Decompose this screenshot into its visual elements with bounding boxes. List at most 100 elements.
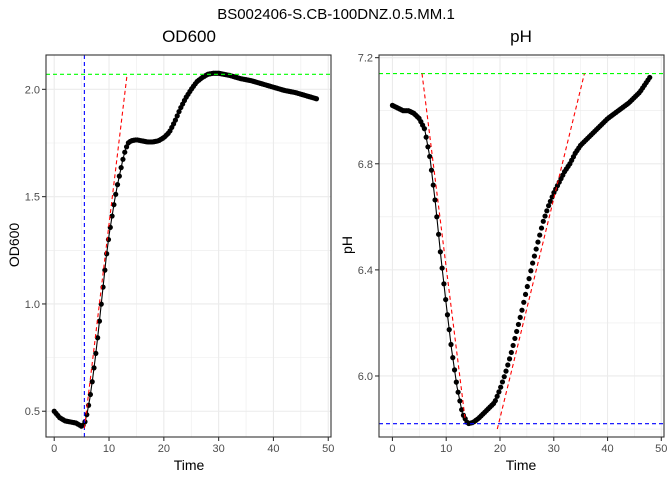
od600-data-point [174, 113, 180, 119]
od600-x-tick-label: 10 [103, 443, 115, 455]
ph-data-point [519, 307, 525, 313]
figure-title: BS002406-S.CB-100DNZ.0.5.MM.1 [217, 6, 455, 23]
ph-data-point [505, 362, 511, 368]
ph-y-axis-title: pH [339, 236, 355, 254]
od600-data-point [91, 365, 97, 371]
od600-panel: 0 10 20 30 40 50 0.5 1.0 1.5 2.0 OD600 Time OD600 [6, 27, 334, 473]
ph-panel: 0 10 20 30 40 50 6.0 6.4 6.8 7.2 pH Time pH [339, 27, 667, 473]
ph-data-point [533, 246, 539, 252]
ph-data-point [455, 389, 461, 395]
ph-data-point [537, 232, 543, 238]
ph-data-point [434, 214, 440, 220]
ph-x-tick-label: 20 [494, 443, 506, 455]
ph-data-point [453, 379, 459, 385]
ph-data-point [437, 249, 443, 255]
ph-data-point [435, 231, 442, 237]
ph-panel-border [378, 54, 665, 438]
ph-data-point [515, 321, 522, 328]
ph-data-point [508, 349, 514, 356]
ph-data-point [494, 393, 500, 399]
ph-data-point [428, 167, 435, 173]
od600-data-point [114, 182, 121, 188]
od600-data-point [118, 165, 124, 171]
ph-data-point [544, 208, 550, 214]
ph-data-point [451, 367, 458, 373]
od600-panel-background [46, 55, 331, 437]
ph-axes: 0 10 20 30 40 50 6.0 6.4 6.8 7.2 [358, 53, 668, 455]
ph-y-tick-label: 6.0 [358, 371, 373, 383]
ph-data-point [432, 197, 438, 203]
ph-data-layer [379, 73, 664, 430]
ph-data-point [439, 265, 445, 271]
od600-data-point [122, 149, 128, 155]
ph-data-point [446, 327, 452, 333]
ph-data-point [444, 312, 451, 318]
od600-data-point [120, 156, 126, 162]
ph-data-point [503, 368, 509, 374]
ph-data-point [535, 239, 541, 245]
ph-y-tick-label: 7.2 [358, 53, 373, 65]
ph-data-point [549, 194, 555, 200]
od600-data-point [113, 191, 119, 197]
od600-data-layer [46, 55, 331, 437]
od600-data-point [84, 412, 90, 418]
ph-x-tick-label: 30 [548, 443, 560, 455]
od600-y-tick-label: 0.5 [25, 406, 40, 418]
ph-data-point [425, 144, 431, 150]
ph-data-point [530, 260, 536, 266]
od600-data-point [176, 109, 182, 115]
ph-x-axis-title: Time [506, 457, 537, 473]
od600-data-point [89, 379, 95, 385]
od600-y-tick-label: 1.0 [25, 299, 40, 311]
od600-data-point [93, 350, 99, 356]
od600-tangent-line [83, 74, 128, 429]
od600-x-tick-label: 50 [322, 443, 334, 455]
ph-x-tick-label: 50 [655, 443, 667, 455]
ph-data-point [647, 74, 653, 81]
ph-tangent-line [496, 73, 585, 430]
ph-data-point [521, 299, 527, 305]
od600-data-point [102, 267, 108, 273]
od600-x-tick-label: 20 [158, 443, 170, 455]
ph-data-point [538, 225, 545, 231]
ph-data-point [506, 356, 513, 362]
ph-data-point [448, 341, 454, 348]
ph-data-point [514, 328, 520, 335]
od600-data-point [95, 335, 101, 341]
od600-x-tick-label: 30 [213, 443, 225, 455]
od600-x-axis-title: Time [174, 457, 205, 473]
od600-data-point [82, 419, 88, 425]
ph-data-point [499, 379, 506, 385]
ph-data-point [512, 335, 518, 342]
ph-panel-title: pH [510, 27, 532, 46]
ph-data-point [547, 198, 553, 204]
ph-y-tick-label: 6.8 [358, 159, 373, 171]
od600-data-point [104, 251, 110, 257]
ph-data-point [496, 389, 502, 395]
ph-tangent-line [421, 73, 466, 419]
ph-x-tick-label: 40 [601, 443, 613, 455]
ph-data-point [443, 296, 449, 303]
od600-panel-title: OD600 [162, 27, 216, 46]
od600-y-tick-label: 1.5 [25, 192, 40, 204]
ph-data-point [526, 276, 532, 282]
od600-panel-border [45, 54, 332, 438]
ph-data-point [423, 134, 429, 140]
ph-plot-area: 0 10 20 30 40 50 6.0 6.4 6.8 7.2 [358, 53, 668, 455]
ph-y-tick-label: 6.4 [358, 265, 373, 277]
ph-data-point [459, 407, 465, 413]
ph-data-point [546, 203, 552, 209]
ph-data-point [430, 182, 436, 188]
od600-plot-area: 0 10 20 30 40 50 0.5 1.0 1.5 2.0 [25, 54, 334, 455]
ph-data-point [542, 213, 548, 219]
ph-data-point [427, 153, 433, 160]
od600-y-axis-title: OD600 [6, 223, 22, 268]
ph-data-point [501, 374, 507, 380]
ph-data-point [531, 253, 538, 259]
od600-data-point [109, 213, 115, 219]
ph-data-point [517, 314, 523, 321]
od600-data-point [96, 318, 103, 324]
ph-data-point [522, 291, 529, 298]
ph-data-point [528, 268, 534, 274]
